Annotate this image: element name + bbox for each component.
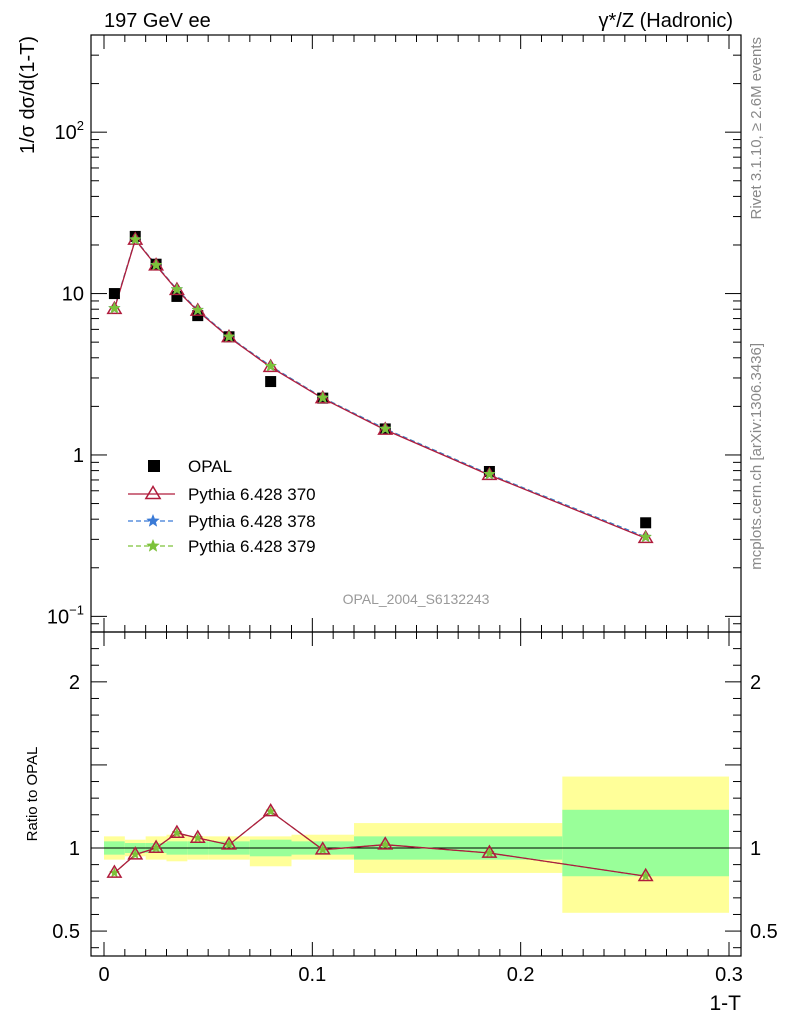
legend-label: Pythia 6.428 379 [188,537,316,556]
y-tick-label: 10−1 [47,602,84,628]
legend-opal-marker [148,460,160,472]
ratio-y-tick-label-right: 1 [750,838,761,860]
ratio-triangle-point [262,802,279,817]
ratio-bands [104,776,729,913]
ratio-triangle-point [637,867,654,882]
mcplots-label: mcplots.cern.ch [arXiv:1306.3436] [748,343,765,570]
pythia-379-point [170,282,184,295]
ratio-triangle-point [127,846,144,860]
pythia-379-point [128,232,142,245]
legend-star-marker [146,538,160,552]
pythia-379-point [483,467,496,480]
ratio-triangle-point [221,836,237,850]
ratio-triangle-point [314,841,331,855]
legend: OPAL Pythia 6.428 370 Pythia 6.428 378 Pyth… [128,457,316,556]
ratio-y-tick-label-right: 2 [750,672,761,694]
pythia-379-point [222,330,236,343]
y-tick-label: 102 [55,118,84,144]
pythia-379-point [264,359,278,372]
ratio-triangle-point [189,829,206,843]
markers [106,230,654,544]
pythia-379-point [191,303,205,316]
legend-star-marker [146,513,160,527]
pythia-379-point [108,301,121,314]
xlabel: 1-T [710,992,742,1015]
legend-label: OPAL [188,457,232,476]
tick-labels: 0 0.1 0.2 0.3 10−1 1 10 102 0.5 0.5 1 1 2 2 [47,118,778,986]
rivet-label: Rivet 3.1.10, ≥ 2.6M events [748,37,765,220]
ratio-triangle-point [377,836,394,850]
pythia-379-point [378,422,392,435]
ratio-ylabel: Ratio to OPAL [24,747,41,842]
x-tick-label-0: 0 [98,964,109,986]
axis-ticks [91,34,741,956]
x-tick-label-0.2: 0.2 [507,964,535,986]
process-label: γ*/Z (Hadronic) [599,10,733,32]
ratio-triangle-point [481,844,498,858]
pythia-379-point [149,258,163,271]
stat-band-10 [562,809,729,877]
opal-point [171,290,183,302]
y-tick-label: 1 [73,445,84,467]
legend-label: Pythia 6.428 370 [188,485,316,504]
main-ylabel: 1/σ dσ/d(1-T) [17,36,39,154]
opal-point [265,376,277,388]
ratio-triangle-point [106,864,123,878]
ratio-triangle-point [168,824,185,838]
legend-triangle-marker [144,485,162,500]
ratio-y-tick-label-left: 0.5 [52,921,80,943]
legend-label: Pythia 6.428 378 [188,512,316,531]
analysis-label: OPAL_2004_S6132243 [343,591,490,607]
opal-point [108,288,120,300]
line-pythia-6-428-378 [113,238,646,538]
ratio-y-tick-label-left: 2 [69,672,80,694]
energy-label: 197 GeV ee [104,10,211,32]
y-tick-label: 10 [62,284,84,306]
pythia-379-point [639,530,653,543]
opal-point [640,517,652,529]
ratio-series [106,802,654,882]
pythia-379-point [316,391,330,404]
x-tick-label-0.3: 0.3 [715,964,743,986]
ratio-triangle-point [148,839,165,853]
ratio-y-tick-label-left: 1 [69,838,80,860]
ratio-y-tick-label-right: 0.5 [750,921,778,943]
x-tick-label-0.1: 0.1 [298,964,326,986]
